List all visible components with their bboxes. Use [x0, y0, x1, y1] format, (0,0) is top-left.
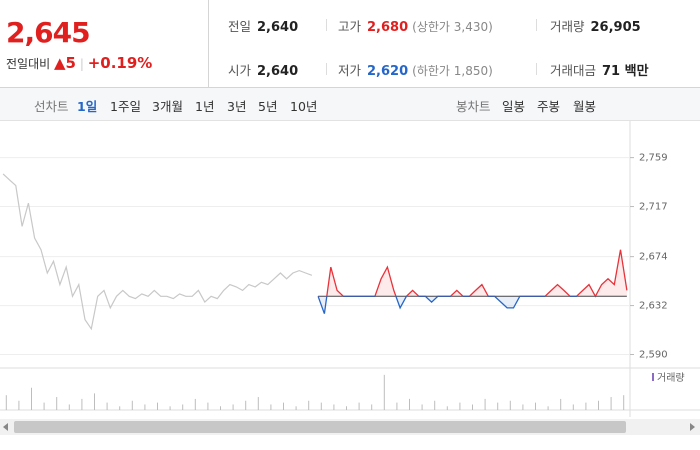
tab-group-label: 선차트: [34, 99, 69, 114]
stat-label: 저가: [338, 63, 362, 78]
price-line-up: [318, 249, 628, 297]
stat-note: (하한가 1,850): [412, 64, 493, 78]
tab[interactable]: 월봉: [573, 99, 597, 114]
stat: 시가 2,640: [228, 60, 298, 79]
separator: [326, 63, 327, 75]
scroll-thumb[interactable]: [14, 421, 626, 433]
price-line-down: [317, 296, 597, 314]
stat-label: 전일: [228, 19, 252, 34]
change-value: 5: [65, 54, 76, 72]
tab[interactable]: 일봉: [502, 99, 526, 114]
stat-label: 시가: [228, 63, 252, 78]
stat-label: 거래대금: [550, 63, 597, 78]
stat: 거래량 26,905: [550, 16, 641, 35]
y-tick-label: 2,759: [639, 153, 668, 164]
tab[interactable]: 주봉: [537, 99, 561, 114]
price-line: [2, 173, 313, 331]
stat-value: 71 백만: [602, 64, 649, 79]
stat: 거래대금 71 백만: [550, 60, 649, 79]
change: 전일대비 ▲5 | +0.19%: [6, 54, 153, 72]
tab[interactable]: 1일: [77, 99, 98, 114]
stat-note: (상한가 3,430): [412, 20, 493, 34]
tab[interactable]: 10년: [290, 99, 318, 114]
stat-value: 2,640: [257, 64, 299, 79]
stat-value: 26,905: [590, 20, 641, 35]
chart-tabs: 선차트 1일 1주일 3개월 1년 3년 5년 10년 봉차트 일봉 주봉 월봉: [0, 88, 700, 121]
change-rate: +0.19%: [87, 54, 153, 72]
summary: 2,645 전일대비 ▲5 | +0.19% 전일 2,640 고가 2,680 (상…: [0, 0, 700, 88]
price-box: 2,645 전일대비 ▲5 | +0.19%: [0, 0, 209, 87]
stat: 저가 2,620 (하한가 1,850): [338, 60, 493, 79]
tab[interactable]: 1년: [195, 99, 215, 114]
y-tick-label: 2,632: [639, 301, 668, 312]
separator: [326, 19, 327, 31]
price-area-down: [318, 296, 596, 314]
separator: [536, 63, 537, 75]
y-tick-label: 2,674: [639, 252, 668, 263]
scroll-left[interactable]: [3, 423, 8, 431]
tab[interactable]: 1주일: [110, 99, 141, 114]
price: 2,645: [6, 16, 91, 49]
stat-value: 2,640: [257, 20, 299, 35]
price-area-up: [318, 249, 627, 297]
y-tick-label: 2,717: [639, 202, 668, 213]
tab[interactable]: 5년: [258, 99, 278, 114]
y-tick-label: 2,590: [639, 350, 668, 361]
stat-value: 2,620: [367, 64, 409, 79]
tab[interactable]: 3개월: [152, 99, 183, 114]
change-arrow: ▲: [54, 54, 66, 72]
stat-value: 2,680: [367, 20, 409, 35]
stat-label: 고가: [338, 19, 362, 34]
stat: 전일 2,640: [228, 16, 298, 35]
scroll-right[interactable]: [690, 423, 695, 431]
stat-label: 거래량: [550, 19, 585, 34]
tab[interactable]: 3년: [227, 99, 247, 114]
stat: 고가 2,680 (상한가 3,430): [338, 16, 493, 35]
volume-legend: 거래량: [657, 372, 685, 384]
change-label: 전일대비: [6, 57, 51, 71]
chart: 2,759 2,717 2,674 2,632 2,590 거래량: [0, 121, 700, 417]
separator: [536, 19, 537, 31]
scrollbar[interactable]: [0, 419, 700, 435]
volume-legend-swatch: [652, 373, 654, 381]
tab-group-label: 봉차트: [456, 99, 491, 114]
